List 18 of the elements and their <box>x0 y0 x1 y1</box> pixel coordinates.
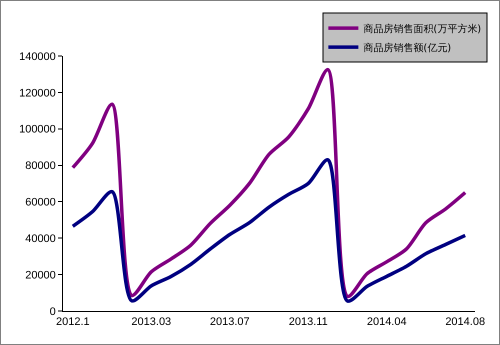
x-tick-label: 2014.04 <box>366 316 407 328</box>
x-tick-label: 2013.03 <box>131 316 172 328</box>
y-tick-label: 80000 <box>25 160 56 172</box>
y-tick-label: 120000 <box>19 87 56 100</box>
y-tick-label: 40000 <box>25 232 56 245</box>
x-tick-label: 2012.1 <box>56 316 90 328</box>
y-tick-label: 140000 <box>19 50 56 63</box>
line-series <box>71 158 467 303</box>
legend-label: 商品房销售面积(万平方米) <box>363 23 482 36</box>
y-tick-label: 100000 <box>19 124 56 136</box>
y-tick-label: 20000 <box>25 269 56 282</box>
y-tick-label: 0 <box>50 306 56 318</box>
y-tick-label: 60000 <box>25 196 56 209</box>
line-series <box>71 68 467 298</box>
x-tick-label: 2014.08 <box>445 316 486 328</box>
legend-label: 商品房销售额(亿元) <box>363 42 452 54</box>
x-tick-label: 2013.07 <box>210 316 250 328</box>
x-tick-label: 2013.11 <box>288 316 328 328</box>
